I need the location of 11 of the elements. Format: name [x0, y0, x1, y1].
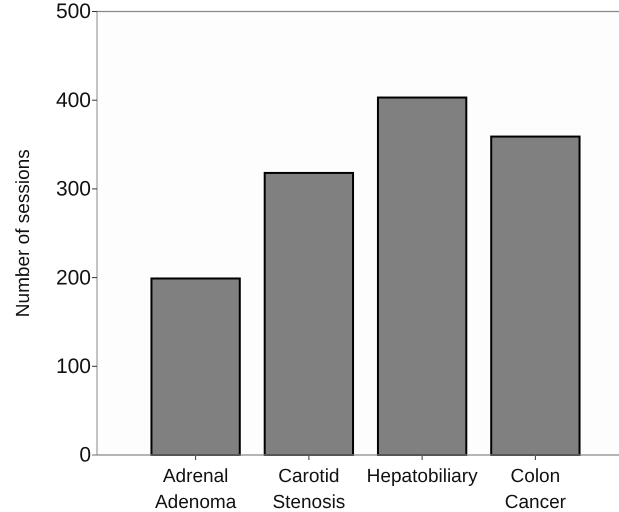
y-tick-label: 300 — [56, 178, 91, 201]
x-tick-label: Hepatobiliary — [366, 466, 478, 487]
y-tick-label: 500 — [56, 0, 91, 24]
y-tick-label: 100 — [56, 355, 91, 378]
x-tick-label: Colon Cancer — [504, 466, 567, 512]
y-axis-title: Number of sessions — [13, 149, 34, 318]
x-tick-label: Carotid Stenosis — [272, 466, 346, 512]
y-tick-label: 0 — [79, 444, 91, 467]
y-tick-label: 200 — [56, 266, 91, 290]
x-tick-label: Adrenal Adenoma — [154, 466, 237, 512]
y-tick-label: 400 — [56, 88, 91, 112]
